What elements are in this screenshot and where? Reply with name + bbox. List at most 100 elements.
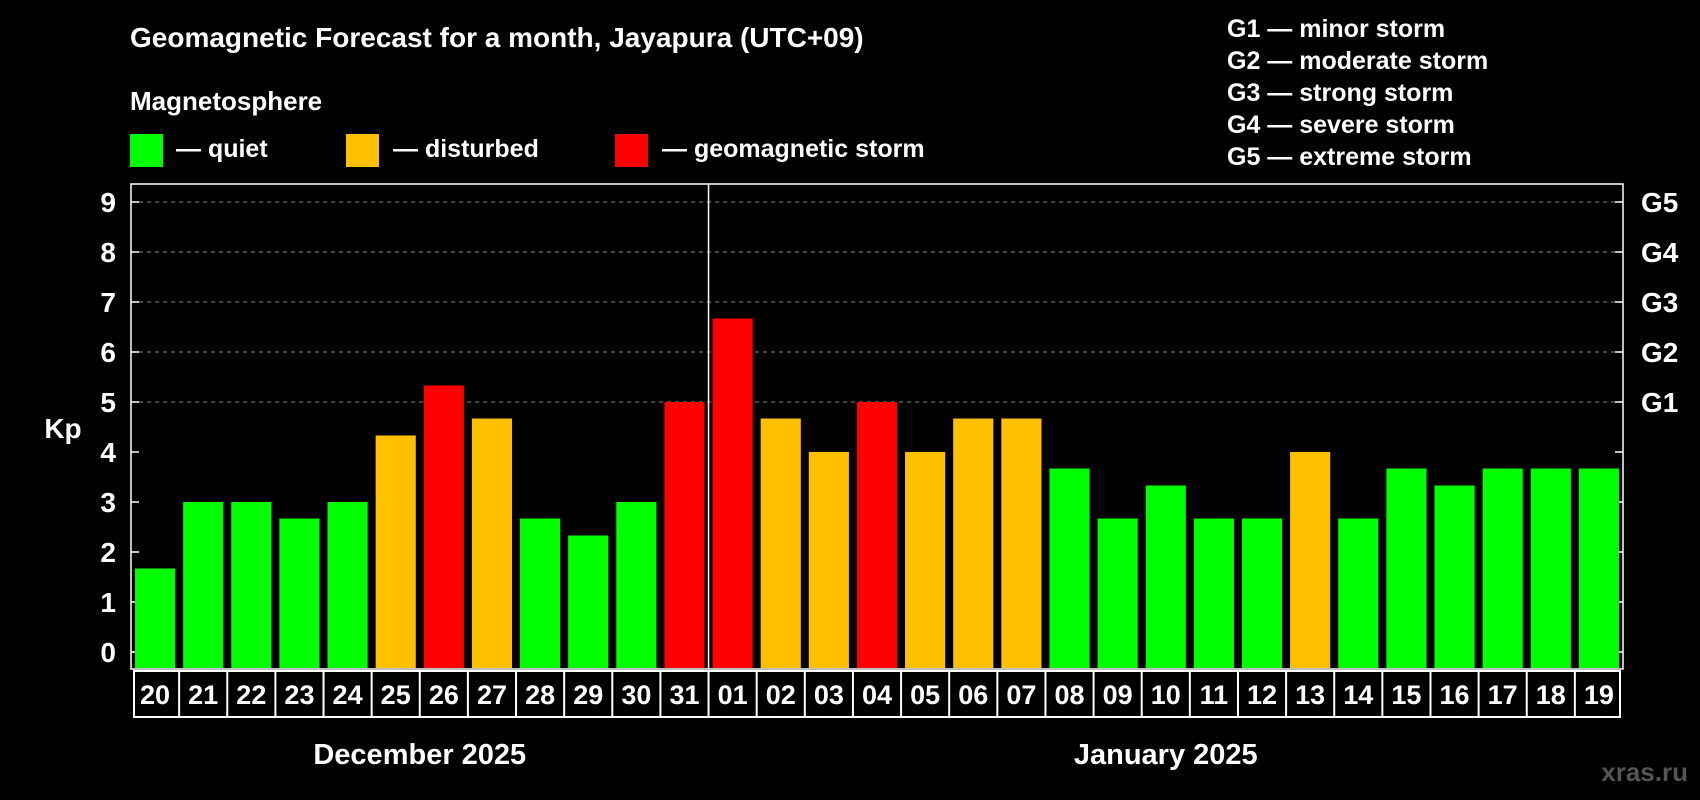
bar-day-25 — [375, 435, 416, 668]
x-tick-label-14: 14 — [1343, 680, 1373, 710]
x-tick-label-30: 30 — [621, 680, 651, 710]
storm-scale-g5: G5 — extreme storm — [1227, 143, 1472, 171]
x-tick-label-26: 26 — [429, 680, 459, 710]
y-tick-label-9: 9 — [100, 187, 116, 218]
legend-swatch-quiet — [130, 134, 163, 167]
x-tick-label-01: 01 — [718, 680, 748, 710]
bar-day-05 — [905, 452, 946, 668]
storm-scale-g4: G4 — severe storm — [1227, 111, 1455, 139]
chart-title: Geomagnetic Forecast for a month, Jayapu… — [130, 22, 864, 53]
bar-day-14 — [1338, 518, 1379, 668]
legend-label-disturbed: — disturbed — [393, 135, 539, 163]
month-label-0: December 2025 — [313, 739, 526, 771]
legend-heading: Magnetosphere — [130, 86, 322, 116]
g-level-label-G2: G2 — [1641, 337, 1678, 368]
x-tick-label-29: 29 — [573, 680, 603, 710]
y-tick-label-8: 8 — [100, 237, 116, 268]
bar-day-22 — [231, 502, 272, 668]
bar-day-26 — [423, 385, 464, 668]
storm-scale-g3: G3 — strong storm — [1227, 79, 1453, 107]
bar-day-15 — [1386, 468, 1427, 668]
x-tick-label-17: 17 — [1488, 680, 1518, 710]
y-tick-label-4: 4 — [100, 437, 116, 468]
g-level-label-G1: G1 — [1641, 387, 1678, 418]
storm-scale-g2: G2 — moderate storm — [1227, 47, 1488, 75]
x-tick-label-02: 02 — [766, 680, 796, 710]
bar-day-21 — [183, 502, 224, 668]
bar-day-31 — [664, 402, 705, 668]
legend: — quiet — disturbed — geomagnetic storm — [130, 134, 925, 167]
y-tick-label-5: 5 — [100, 387, 116, 418]
bar-day-08 — [1049, 468, 1090, 668]
bar-day-29 — [568, 535, 609, 668]
plot-frame — [130, 183, 1624, 670]
y-tick-label-0: 0 — [100, 637, 116, 668]
y-tick-label-7: 7 — [100, 287, 116, 318]
x-tick-label-23: 23 — [284, 680, 314, 710]
bar-day-06 — [953, 418, 994, 668]
x-tick-label-09: 09 — [1103, 680, 1133, 710]
storm-scale-g1: G1 — minor storm — [1227, 15, 1445, 43]
bar-day-16 — [1434, 485, 1475, 668]
x-tick-label-22: 22 — [236, 680, 266, 710]
bar-day-04 — [856, 402, 898, 668]
x-tick-label-16: 16 — [1440, 680, 1470, 710]
watermark: xras.ru — [1601, 757, 1688, 787]
x-tick-label-15: 15 — [1391, 680, 1421, 710]
x-tick-label-08: 08 — [1054, 680, 1084, 710]
x-tick-label-05: 05 — [910, 680, 940, 710]
x-tick-label-04: 04 — [862, 680, 892, 710]
x-tick-label-13: 13 — [1295, 680, 1325, 710]
x-tick-label-24: 24 — [333, 680, 363, 710]
bar-day-19 — [1578, 468, 1619, 668]
x-tick-label-18: 18 — [1536, 680, 1566, 710]
bar-day-23 — [279, 518, 320, 668]
bar-day-09 — [1097, 518, 1138, 668]
x-tick-label-27: 27 — [477, 680, 507, 710]
bar-day-13 — [1290, 452, 1331, 668]
x-tick-label-03: 03 — [814, 680, 844, 710]
y-tick-label-6: 6 — [100, 337, 116, 368]
y-tick-label-1: 1 — [100, 587, 116, 618]
y-tick-label-3: 3 — [100, 487, 116, 518]
bar-day-27 — [471, 418, 513, 668]
legend-swatch-disturbed — [346, 134, 379, 167]
bar-day-03 — [808, 452, 849, 668]
g-level-label-G5: G5 — [1641, 187, 1678, 218]
x-tick-label-25: 25 — [381, 680, 411, 710]
y-axis-label: Kp — [44, 413, 81, 444]
g-level-label-G4: G4 — [1641, 237, 1679, 268]
legend-label-quiet: — quiet — [176, 135, 268, 163]
x-tick-label-20: 20 — [140, 680, 170, 710]
bar-day-02 — [760, 418, 801, 668]
y-tick-label-2: 2 — [100, 537, 116, 568]
bar-day-11 — [1193, 518, 1234, 668]
x-tick-label-06: 06 — [958, 680, 988, 710]
bar-day-10 — [1145, 485, 1186, 668]
month-label-1: January 2025 — [1074, 739, 1258, 771]
x-tick-label-11: 11 — [1200, 680, 1229, 710]
bar-day-30 — [616, 502, 657, 668]
legend-swatch-storm — [615, 134, 648, 167]
g-level-label-G3: G3 — [1641, 287, 1678, 318]
bar-day-20 — [135, 568, 176, 668]
bar-day-17 — [1482, 468, 1523, 668]
x-tick-label-21: 21 — [188, 680, 218, 710]
legend-label-storm: — geomagnetic storm — [662, 135, 925, 163]
x-tick-label-12: 12 — [1247, 680, 1277, 710]
bar-day-28 — [520, 518, 561, 668]
x-tick-label-28: 28 — [525, 680, 555, 710]
x-tick-label-07: 07 — [1006, 680, 1036, 710]
day-label-frame — [133, 670, 1621, 718]
storm-scale-legend: G1 — minor storm G2 — moderate storm G3 … — [1227, 15, 1488, 171]
bar-day-07 — [1001, 418, 1042, 668]
x-tick-label-19: 19 — [1584, 680, 1614, 710]
x-tick-label-10: 10 — [1151, 680, 1181, 710]
bar-day-01 — [712, 318, 753, 668]
bar-day-12 — [1241, 518, 1283, 668]
x-tick-label-31: 31 — [669, 680, 699, 710]
bar-day-24 — [327, 502, 368, 668]
bar-day-18 — [1530, 468, 1571, 668]
